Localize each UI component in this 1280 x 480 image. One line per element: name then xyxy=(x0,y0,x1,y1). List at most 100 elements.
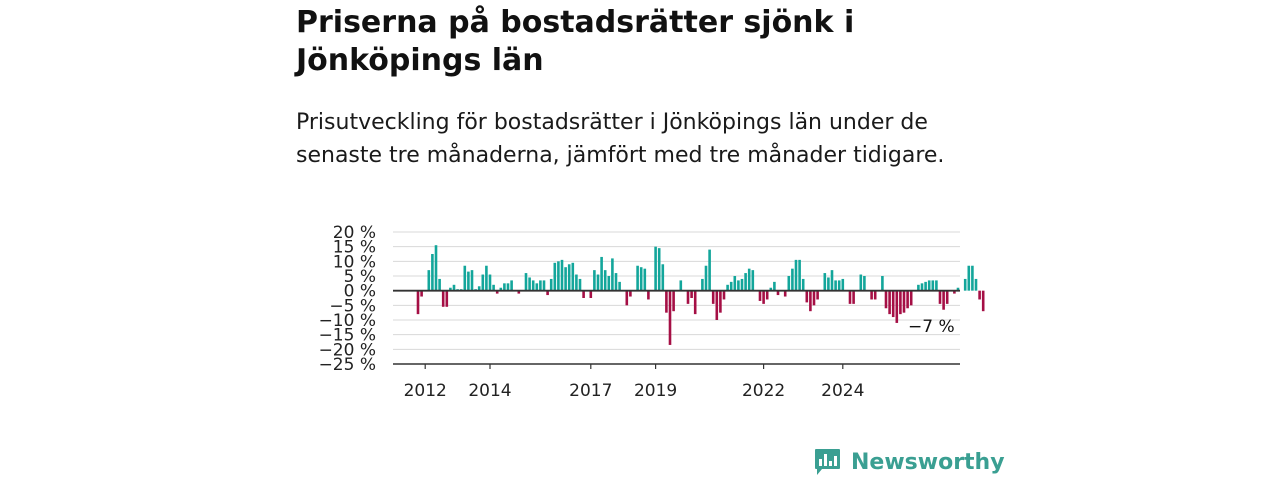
newsworthy-logo[interactable]: Newsworthy xyxy=(814,446,1005,478)
bar xyxy=(956,287,960,291)
bar xyxy=(773,281,776,291)
bar xyxy=(715,290,719,320)
bar xyxy=(726,284,729,291)
bar xyxy=(841,278,845,291)
bar xyxy=(510,280,513,291)
bar xyxy=(765,290,769,300)
bar xyxy=(852,290,855,304)
bar xyxy=(596,274,600,291)
bar xyxy=(560,259,564,291)
axes xyxy=(393,289,960,365)
bar xyxy=(762,290,765,304)
bar xyxy=(618,281,621,291)
y-tick-label: 0 % xyxy=(344,282,376,302)
bar xyxy=(909,290,913,306)
bar xyxy=(708,249,711,291)
grid-lines xyxy=(393,231,960,350)
bar xyxy=(704,265,708,291)
x-tick-label: 2022 xyxy=(742,381,785,401)
bar xyxy=(427,270,431,291)
bar xyxy=(636,265,639,291)
bars xyxy=(416,245,985,345)
bar xyxy=(492,284,495,291)
bar xyxy=(794,259,798,291)
bar xyxy=(837,280,841,291)
bar xyxy=(600,256,603,291)
bar xyxy=(657,248,661,291)
bar xyxy=(737,280,740,291)
bar xyxy=(906,290,909,309)
y-tick-label: −25 % xyxy=(319,355,376,375)
bar xyxy=(981,290,985,312)
bar xyxy=(589,290,593,298)
bar xyxy=(963,278,967,291)
y-tick-label: 15 % xyxy=(333,238,376,258)
bar xyxy=(665,290,668,313)
bar xyxy=(783,290,787,297)
bar xyxy=(917,284,920,291)
bar xyxy=(978,290,981,300)
bar xyxy=(531,280,535,291)
bar xyxy=(575,274,578,291)
bar xyxy=(830,270,834,291)
bar xyxy=(744,273,747,291)
bar xyxy=(938,290,942,304)
x-tick-label: 2014 xyxy=(468,381,511,401)
bar xyxy=(571,262,575,291)
bar xyxy=(895,290,899,323)
bar xyxy=(873,290,877,300)
x-tick-label: 2019 xyxy=(634,381,677,401)
bar xyxy=(542,280,546,291)
bar xyxy=(884,290,888,309)
bar xyxy=(441,290,445,307)
last-value-annotation: −7 % xyxy=(908,317,955,337)
bar xyxy=(488,274,492,291)
bar xyxy=(899,290,902,315)
bar xyxy=(679,280,683,291)
bar xyxy=(625,290,629,306)
bar xyxy=(719,290,722,313)
bar xyxy=(974,278,978,291)
bar xyxy=(611,258,614,291)
bar xyxy=(740,278,744,291)
bar xyxy=(416,290,420,315)
bar xyxy=(607,276,611,291)
bar xyxy=(927,280,931,291)
bar xyxy=(528,277,531,291)
bar xyxy=(931,280,935,291)
bar xyxy=(434,245,438,291)
chart-title: Priserna på bostadsrätter sjönk i Jönköp… xyxy=(296,5,855,78)
bar xyxy=(733,276,737,291)
bar xyxy=(477,286,481,291)
bar xyxy=(578,278,582,291)
bar xyxy=(506,283,510,291)
bar xyxy=(672,290,675,312)
y-tick-label: −5 % xyxy=(329,296,376,316)
bar xyxy=(776,290,780,296)
bar xyxy=(463,265,467,291)
bar xyxy=(729,281,733,291)
bar xyxy=(470,270,474,291)
bar xyxy=(564,267,567,291)
bar xyxy=(661,264,665,291)
y-tick-label: −20 % xyxy=(319,340,376,360)
bar xyxy=(593,270,596,291)
bar xyxy=(603,270,607,291)
newsworthy-logo-icon xyxy=(815,449,840,475)
bar xyxy=(647,290,650,300)
bar xyxy=(769,287,773,291)
bar xyxy=(654,246,657,291)
bar xyxy=(557,261,560,291)
bar xyxy=(935,280,938,291)
bar xyxy=(953,290,956,294)
bar xyxy=(535,283,539,291)
bar xyxy=(891,290,895,318)
bar xyxy=(870,290,873,300)
bar xyxy=(668,290,672,345)
bar xyxy=(420,290,423,297)
y-tick-label: −15 % xyxy=(319,326,376,346)
x-tick-label: 2012 xyxy=(404,381,447,401)
bar xyxy=(942,290,945,310)
bar xyxy=(438,278,441,291)
